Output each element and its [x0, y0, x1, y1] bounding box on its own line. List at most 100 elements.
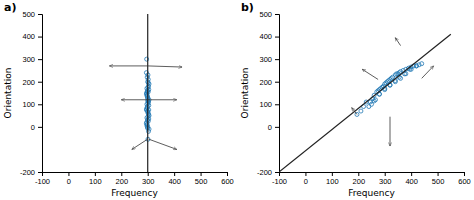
- x-tick-mark: [305, 172, 306, 176]
- y-tick: 200: [259, 78, 279, 87]
- x-tick: 500: [432, 172, 445, 186]
- x-tick-label: 200: [353, 177, 366, 186]
- y-tick-mark: [38, 127, 42, 128]
- x-tick-label: 600: [221, 177, 234, 186]
- x-tick: 600: [458, 172, 471, 186]
- x-tick-label: 300: [142, 177, 155, 186]
- x-tick-label: 400: [405, 177, 418, 186]
- x-tick: 300: [379, 172, 392, 186]
- y-tick: 400: [259, 32, 279, 41]
- x-tick-label: -100: [272, 177, 287, 186]
- y-tick-mark: [275, 172, 279, 173]
- plot-area: [279, 34, 451, 172]
- y-tick: 0: [268, 123, 279, 132]
- y-tick-mark: [38, 82, 42, 83]
- y-tick-label: 0: [268, 123, 272, 132]
- y-tick-mark: [38, 37, 42, 38]
- y-tick-label: 500: [259, 10, 272, 19]
- scatter-point: [372, 99, 376, 103]
- x-tick-label: 0: [67, 177, 71, 186]
- figure: -100 0 100 200 300 400 500 600 -200 0 100 200 300 400…: [0, 0, 474, 200]
- y-axis: -200 0 100 200 300 400 500: [257, 10, 280, 177]
- y-tick-label: 400: [22, 32, 35, 41]
- x-tick: 600: [221, 172, 234, 186]
- arrow: [148, 99, 177, 100]
- y-tick: 100: [259, 100, 279, 109]
- x-tick-mark: [68, 172, 69, 176]
- scatter-point: [359, 109, 363, 113]
- y-tick: 400: [22, 32, 42, 41]
- x-tick-mark: [464, 172, 465, 176]
- y-axis: -200 0 100 200 300 400 500: [20, 10, 43, 177]
- x-tick-mark: [148, 172, 149, 176]
- y-tick-label: 500: [22, 10, 35, 19]
- panel: -100 0 100 200 300 400 500 600 -200 0 100 200 300 400…: [3, 1, 234, 198]
- x-tick-label: 100: [89, 177, 102, 186]
- arrow: [149, 139, 177, 149]
- x-tick: 0: [304, 172, 308, 186]
- y-tick-label: -200: [20, 168, 35, 177]
- x-tick-mark: [95, 172, 96, 176]
- x-tick-label: 300: [379, 177, 392, 186]
- panel-title: a): [4, 1, 16, 14]
- y-tick: 200: [22, 78, 42, 87]
- x-tick: -100: [35, 172, 50, 186]
- y-axis-line: [275, 15, 280, 173]
- y-tick-mark: [38, 14, 42, 15]
- x-tick: 0: [67, 172, 71, 186]
- y-tick-mark: [275, 59, 279, 60]
- scatter-point: [367, 105, 371, 109]
- y-tick-label: 300: [259, 55, 272, 64]
- x-tick: 100: [326, 172, 339, 186]
- y-tick-label: 0: [31, 123, 35, 132]
- x-axis-title: Frequency: [111, 188, 158, 198]
- x-axis-line: [43, 173, 228, 177]
- x-tick-label: 600: [458, 177, 471, 186]
- y-tick-mark: [275, 127, 279, 128]
- arrow: [395, 38, 400, 46]
- vertical-line: [147, 14, 148, 172]
- y-axis-title: Orientation: [240, 68, 250, 119]
- x-tick-mark: [174, 172, 175, 176]
- x-tick-mark: [332, 172, 333, 176]
- x-tick-mark: [438, 172, 439, 176]
- y-tick: 500: [259, 10, 279, 19]
- x-axis-title: Frequency: [348, 188, 395, 198]
- y-tick-mark: [38, 104, 42, 105]
- y-tick-label: 400: [259, 32, 272, 41]
- y-tick: 300: [22, 55, 42, 64]
- y-tick-label: 200: [22, 78, 35, 87]
- y-tick-label: 100: [22, 100, 35, 109]
- x-tick: 400: [405, 172, 418, 186]
- arrow: [132, 139, 148, 149]
- y-tick: 500: [22, 10, 42, 19]
- y-tick: -200: [20, 168, 42, 177]
- panel: -100 0 100 200 300 400 500 600 -200 0 100 200 300 400…: [240, 1, 471, 198]
- y-tick-label: 200: [259, 78, 272, 87]
- x-axis: -100 0 100 200 300 400 500 600: [272, 172, 471, 186]
- y-tick-mark: [38, 59, 42, 60]
- x-tick: 100: [89, 172, 102, 186]
- x-tick-mark: [121, 172, 122, 176]
- x-tick-label: 200: [116, 177, 129, 186]
- x-tick: 500: [195, 172, 208, 186]
- plot-area: [109, 14, 182, 172]
- x-tick-mark: [227, 172, 228, 176]
- y-tick: 300: [259, 55, 279, 64]
- arrow: [390, 117, 391, 146]
- x-tick-mark: [411, 172, 412, 176]
- x-tick-label: 400: [168, 177, 181, 186]
- arrow: [352, 108, 357, 115]
- y-tick: -200: [257, 168, 279, 177]
- x-tick: 300: [142, 172, 155, 186]
- x-tick-label: 500: [432, 177, 445, 186]
- scatter-series: [355, 62, 424, 117]
- x-tick: 400: [168, 172, 181, 186]
- y-tick-mark: [38, 172, 42, 173]
- x-tick: -100: [272, 172, 287, 186]
- arrow: [362, 69, 378, 79]
- y-axis-title: Orientation: [3, 68, 13, 119]
- y-axis-line: [38, 15, 43, 173]
- y-tick-mark: [275, 37, 279, 38]
- x-axis: -100 0 100 200 300 400 500 600: [35, 172, 234, 186]
